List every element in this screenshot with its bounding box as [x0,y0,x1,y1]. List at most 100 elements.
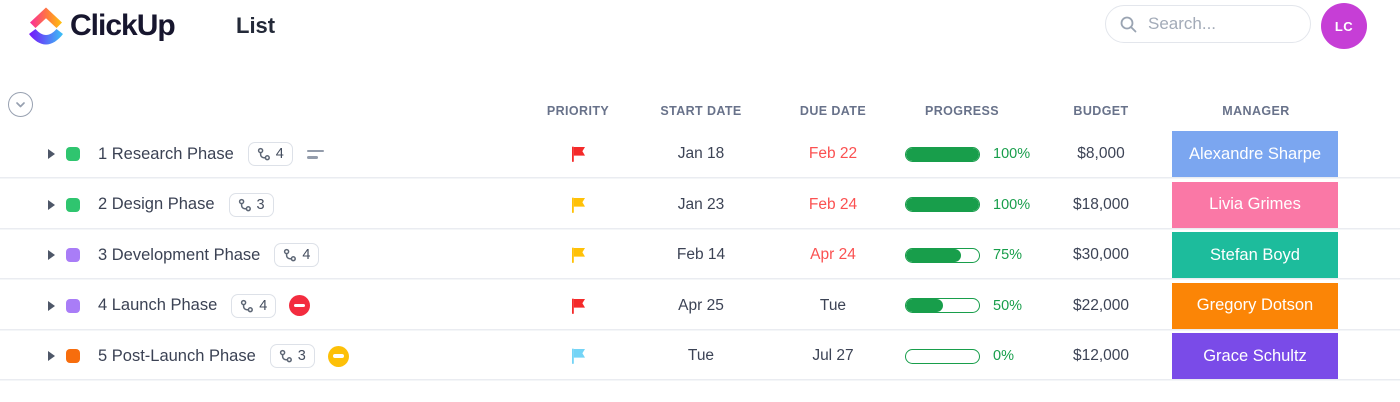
start-date-cell[interactable]: Tue [687,347,715,364]
status-icon[interactable] [66,349,80,363]
progress-cell[interactable]: 100% [905,182,1105,228]
manager-cell[interactable]: Gregory Dotson [1172,282,1338,329]
manager-cell[interactable]: Grace Schultz [1172,333,1338,379]
due-date-cell[interactable]: Apr 24 [810,246,856,263]
priority-flag-icon [568,144,588,164]
priority-flag-icon [568,296,588,316]
status-icon[interactable] [66,248,80,262]
column-header-progress[interactable]: PROGRESS [924,104,1000,118]
task-row[interactable]: 5 Post-Launch Phase 3 Tue Jul 27 0% [0,333,1400,379]
column-header-budget[interactable]: BUDGET [1073,104,1129,118]
manager-cell[interactable]: Stefan Boyd [1172,232,1338,278]
manager-cell[interactable]: Alexandre Sharpe [1172,131,1338,177]
waiting-dependency-icon[interactable] [327,345,349,367]
priority-cell[interactable] [566,283,590,329]
priority-flag-icon [568,346,588,366]
progress-label: 50% [993,297,1023,314]
priority-flag-icon [568,245,588,265]
subtask-count-badge[interactable]: 4 [231,293,277,318]
avatar[interactable]: LC [1321,3,1367,49]
task-cell: 3 Development Phase 4 [48,232,320,278]
blocked-dependency-icon[interactable] [289,295,311,316]
subtask-count-badge[interactable]: 3 [269,344,315,368]
task-cell: 2 Design Phase 3 [48,182,274,228]
priority-cell[interactable] [566,333,590,379]
column-header-priority[interactable]: PRIORITY [546,104,610,118]
task-name[interactable]: 4 Launch Phase [98,296,218,314]
status-icon[interactable] [66,147,80,161]
subtask-count: 4 [275,146,284,162]
description-icon[interactable] [306,149,324,159]
start-date-cell[interactable]: Apr 25 [678,296,724,314]
subtask-icon [257,147,270,161]
progress-label: 0% [993,348,1014,364]
due-date-cell[interactable]: Feb 24 [808,195,858,213]
subtask-icon [279,349,292,363]
subtask-count: 4 [259,297,268,314]
start-date-cell[interactable]: Jan 23 [677,195,725,213]
budget-cell[interactable]: $12,000 [1072,347,1130,364]
task-row[interactable]: 2 Design Phase 3 Jan 23 Feb 24 100% $1 [0,181,1400,228]
due-date-cell[interactable]: Jul 27 [812,347,854,364]
manager-cell[interactable]: Livia Grimes [1172,181,1338,228]
priority-cell[interactable] [566,131,590,177]
priority-cell[interactable] [566,232,590,278]
progress-bar [905,146,980,162]
subtask-count: 3 [256,196,265,213]
progress-cell[interactable]: 0% [905,333,1105,379]
start-date-cell[interactable]: Feb 14 [676,246,726,263]
progress-fill [906,147,979,161]
task-row[interactable]: 3 Development Phase 4 Feb 14 Apr 24 75% [0,232,1400,278]
progress-label: 75% [993,247,1023,263]
progress-fill [906,248,961,262]
status-icon[interactable] [66,298,80,313]
page-title: List [236,13,276,38]
budget-cell[interactable]: $18,000 [1072,195,1130,213]
column-header-start-date[interactable]: START DATE [660,104,742,118]
task-cell: 4 Launch Phase 4 [48,283,311,329]
column-header-manager[interactable]: MANAGER [1222,104,1290,118]
task-name[interactable]: 3 Development Phase [98,245,261,264]
subtask-count-badge[interactable]: 4 [274,243,320,267]
task-name[interactable]: 1 Research Phase [98,144,234,163]
chevron-down-icon [16,102,25,108]
subtask-count: 3 [297,348,306,364]
task-row[interactable]: 1 Research Phase 4 Jan 18 Feb 22 100% [0,131,1400,177]
progress-cell[interactable]: 75% [905,232,1105,278]
caret-right-icon[interactable] [48,199,55,210]
caret-right-icon[interactable] [48,250,55,260]
budget-cell[interactable]: $22,000 [1072,296,1130,314]
budget-cell[interactable]: $30,000 [1072,246,1130,263]
caret-right-icon[interactable] [48,351,55,361]
caret-right-icon[interactable] [48,300,55,311]
task-cell: 1 Research Phase 4 [48,131,324,177]
progress-fill [906,198,979,211]
expand-all-button[interactable] [8,92,33,117]
task-list: 1 Research Phase 4 Jan 18 Feb 22 100% [0,131,1400,384]
progress-cell[interactable]: 50% [905,283,1105,329]
priority-flag-icon [568,195,588,215]
subtask-count-badge[interactable]: 4 [247,142,293,166]
task-name[interactable]: 2 Design Phase [98,195,215,213]
clickup-logo-icon [29,7,63,45]
due-date-cell[interactable]: Tue [819,296,847,314]
progress-bar [905,247,980,263]
subtask-icon [284,248,297,262]
status-icon[interactable] [66,197,80,212]
task-row[interactable]: 4 Launch Phase 4 Apr 25 Tue 50% [0,282,1400,329]
search-input[interactable]: Search... [1105,5,1311,43]
priority-cell[interactable] [566,182,590,228]
start-date-cell[interactable]: Jan 18 [677,145,725,162]
column-header-due-date[interactable]: DUE DATE [799,104,867,118]
task-name[interactable]: 5 Post-Launch Phase [98,346,256,365]
progress-cell[interactable]: 100% [905,131,1105,177]
budget-cell[interactable]: $8,000 [1077,145,1125,162]
caret-right-icon[interactable] [48,149,55,159]
subtask-count-badge[interactable]: 3 [228,192,274,217]
progress-bar [905,197,980,212]
brand-wordmark: ClickUp [70,9,176,42]
search-placeholder: Search... [1148,14,1217,33]
due-date-cell[interactable]: Feb 22 [808,145,858,162]
task-cell: 5 Post-Launch Phase 3 [48,333,349,379]
